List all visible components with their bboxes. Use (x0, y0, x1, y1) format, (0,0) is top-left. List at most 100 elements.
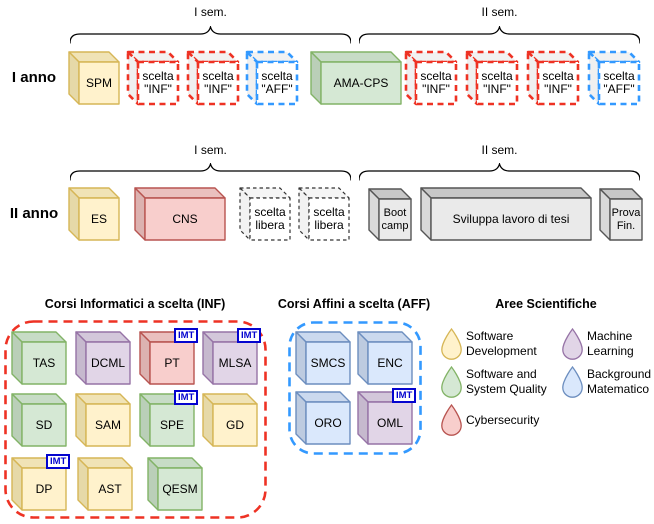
cube-side-face (357, 331, 369, 385)
course-cube-spe: SPE IMT (139, 390, 199, 447)
cube-side-face (404, 50, 418, 106)
dashed-border (4, 320, 267, 519)
cube-front-face (249, 197, 291, 241)
brace-path (69, 24, 352, 44)
course-label: scelta libera (313, 205, 345, 232)
course-label: scelta "INF" (542, 69, 574, 96)
cube-side-face (526, 50, 540, 106)
legend-item-machine: Machine Learning (587, 329, 634, 358)
cube-front-face (21, 403, 67, 447)
course-cube-boot-camp: Boot camp (368, 188, 412, 241)
course-label: scelta "AFF" (603, 69, 635, 96)
course-cube-scelta-libera: scelta libera (298, 187, 350, 241)
course-label: scelta libera (254, 205, 286, 232)
cube-side-face (75, 331, 87, 385)
semester-bracket (69, 24, 352, 46)
cube-front-face (305, 341, 351, 385)
drop-shape (441, 403, 462, 436)
course-label: scelta "INF" (202, 69, 234, 96)
course-label: ES (90, 211, 107, 226)
course-label: Prova Fin. (611, 206, 641, 232)
brace-path (358, 161, 641, 181)
course-label: SMCS (310, 355, 346, 370)
course-cube-dcml: DCML (75, 331, 131, 385)
semester-label: I sem. (194, 143, 227, 157)
course-label: ENC (377, 355, 403, 370)
cube-side-face (420, 187, 432, 241)
course-cube-dp: DP IMT (11, 454, 71, 511)
course-label: scelta "INF" (481, 69, 513, 96)
cube-top-face (310, 51, 402, 63)
cube-side-face (245, 50, 259, 106)
cube-front-face (367, 341, 413, 385)
semester-label: II sem. (481, 5, 518, 19)
legend-item-software: Software Development (466, 329, 537, 358)
course-cube-scelta-inf: scelta "INF" (404, 50, 458, 106)
cube-side-face (295, 391, 307, 445)
course-label: SD (35, 417, 53, 432)
cube-side-face (68, 51, 80, 105)
semester-bracket (69, 161, 352, 183)
cube-front-face (536, 60, 580, 106)
cube-side-face (75, 393, 87, 447)
course-cube-scelta-aff: scelta "AFF" (587, 50, 641, 106)
imt-badge: IMT (174, 328, 199, 343)
course-cube-gd: GD (202, 393, 258, 447)
course-cube-mlsa: MLSA IMT (202, 328, 262, 385)
course-label: AMA-CPS (333, 75, 389, 90)
drop-shape (441, 327, 462, 360)
purple-drop-icon (562, 327, 583, 360)
cube-side-face (587, 50, 601, 106)
course-label: scelta "AFF" (261, 69, 293, 96)
cube-side-face (202, 393, 214, 447)
cube-front-face (78, 197, 120, 241)
course-label: PT (164, 355, 180, 370)
cube-front-face (320, 61, 402, 105)
course-label: Boot camp (381, 206, 409, 232)
cube-top-face (420, 187, 592, 199)
brace-path (69, 161, 352, 181)
cube-side-face (134, 187, 146, 241)
course-cube-scelta-inf: scelta "INF" (186, 50, 240, 106)
course-label: scelta "INF" (420, 69, 452, 96)
course-label: DCML (90, 355, 125, 370)
year-label-ii-anno: II anno (9, 205, 59, 222)
imt-badge: IMT (46, 454, 71, 469)
group-title-inf: Corsi Informatici a scelta (INF) (44, 297, 226, 311)
course-cube-scelta-inf: scelta "INF" (526, 50, 580, 106)
course-cube-qesm: QESM (147, 457, 203, 511)
course-label: QESM (162, 481, 198, 496)
cube-front-face (430, 197, 592, 241)
course-cube-cns: CNS (134, 187, 226, 241)
cube-front-face (87, 467, 133, 511)
cube-front-face (255, 60, 299, 106)
cube-side-face (147, 457, 159, 511)
course-label: DP (35, 481, 53, 496)
course-label: SPE (159, 417, 184, 432)
cube-side-face (139, 393, 151, 447)
course-cube-spm: SPM (68, 51, 120, 105)
cube-front-face (85, 403, 131, 447)
course-label: CNS (172, 211, 198, 226)
imt-badge: IMT (237, 328, 262, 343)
legend-item-background: Background Matematico (587, 367, 652, 396)
course-cube-oro: ORO (295, 391, 351, 445)
course-label: ORO (314, 415, 342, 430)
cube-front-face (475, 60, 519, 106)
cube-side-face (186, 50, 200, 106)
cube-front-face (196, 60, 240, 106)
drop-shape (441, 365, 462, 398)
cube-front-face (414, 60, 458, 106)
cube-front-face (21, 341, 67, 385)
cube-side-face (202, 331, 214, 385)
course-cube-enc: ENC (357, 331, 413, 385)
legend-item-cybersecurity: Cybersecurity (466, 413, 540, 427)
course-cube-tas: TAS (11, 331, 67, 385)
cube-side-face (126, 50, 140, 106)
semester-label: I sem. (194, 5, 227, 19)
cube-side-face (298, 187, 310, 241)
semester-label: II sem. (481, 143, 518, 157)
course-label: AST (98, 481, 122, 496)
cube-front-face (136, 60, 180, 106)
